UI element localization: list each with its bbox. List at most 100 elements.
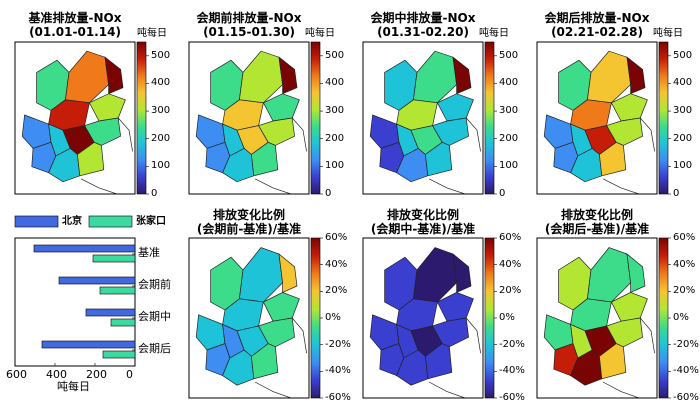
coastline <box>291 317 307 354</box>
map-region <box>369 314 400 351</box>
coastline <box>291 117 307 152</box>
bar-x-tick-label: 600 <box>6 368 27 381</box>
panel-7-title-line2: (会期后-基准)/基准 <box>544 222 650 236</box>
map-frame <box>536 41 658 195</box>
map-region <box>104 56 124 95</box>
colorbar-tick-label: -20% <box>499 338 525 350</box>
colorbar-tick-label: 100 <box>499 160 519 172</box>
province-boundary <box>254 178 292 194</box>
colorbar-6 <box>484 237 495 399</box>
coastline <box>639 117 655 152</box>
colorbar-tick-label: 500 <box>499 49 519 61</box>
legend-label-zhangjiakou: 张家口 <box>136 216 166 227</box>
map-region <box>65 50 109 104</box>
coastline <box>639 317 655 354</box>
colorbar-tick-label: 100 <box>325 160 345 172</box>
legend-swatch-zhangjiakou <box>88 215 133 228</box>
panel-6-title-line2: (会期中-基准)/基准 <box>370 222 476 236</box>
bar-category-label: 会期前 <box>138 278 171 291</box>
colorbar-tick-label: 40% <box>325 258 348 270</box>
colorbar-tick-label: 0% <box>673 312 689 323</box>
map-region <box>195 114 226 149</box>
province-boundary <box>80 178 118 194</box>
bar-category-label: 基准 <box>138 246 160 259</box>
colorbar-tick-label: 500 <box>673 49 693 61</box>
legend-swatch-beijing <box>14 215 59 228</box>
map-panel-4 <box>543 50 655 194</box>
map-frame <box>188 41 310 195</box>
map-region <box>77 141 105 177</box>
bar-x-tick-label: 400 <box>46 368 67 381</box>
map-region <box>21 114 52 149</box>
map-region <box>452 253 472 293</box>
panel-1-unit: 吨每日 <box>137 28 167 39</box>
colorbar-tick-label: -40% <box>499 365 525 377</box>
panel-1-title: 基准排放量-NOx (01.01-01.14) <box>15 11 135 39</box>
colorbar-7 <box>658 237 669 399</box>
panel-5-title-line2: (会期前-基准)/基准 <box>196 222 302 236</box>
map-region <box>278 56 298 95</box>
map-region <box>262 292 300 322</box>
panel-4-unit: 吨每日 <box>653 28 683 39</box>
colorbar-tick-label: 0 <box>499 188 506 199</box>
map-frame <box>362 41 484 195</box>
panel-3-title-line1: 会期中排放量-NOx <box>370 11 476 25</box>
map-region <box>626 253 646 293</box>
colorbar-tick-label: 60% <box>499 232 522 243</box>
province-boundary <box>602 381 640 398</box>
colorbar-tick-label: -20% <box>673 338 699 350</box>
map-panel-6 <box>369 247 481 398</box>
colorbar-tick-label: 100 <box>673 160 693 172</box>
colorbar-tick-label: 500 <box>325 49 345 61</box>
bar-beijing <box>85 308 136 317</box>
colorbar-tick-label: 200 <box>151 132 171 144</box>
colorbar-tick-label: -60% <box>499 392 525 403</box>
colorbar-tick-label: -40% <box>673 365 699 377</box>
map-region <box>599 141 627 177</box>
map-panel-7 <box>543 247 655 398</box>
colorbar-tick-label: 100 <box>151 160 171 172</box>
panel-2-unit: 吨每日 <box>305 28 335 39</box>
colorbar-1 <box>136 41 147 195</box>
colorbar-tick-label: 40% <box>673 258 696 270</box>
colorbar-tick-label: 20% <box>325 285 348 297</box>
colorbar-tick-label: 400 <box>325 77 345 89</box>
map-region <box>88 93 126 122</box>
map-region <box>626 56 646 95</box>
map-region <box>278 253 298 293</box>
bar-x-axis-label: 吨每日 <box>57 380 90 393</box>
bar-beijing <box>58 276 136 285</box>
map-region <box>413 247 457 303</box>
map-region <box>587 50 631 104</box>
panel-1-title-line1: 基准排放量-NOx <box>28 11 122 25</box>
colorbar-tick-label: 20% <box>673 285 696 297</box>
bar-category-label: 会期后 <box>138 342 171 355</box>
panel-5-title: 排放变化比例 (会期前-基准)/基准 <box>179 208 319 236</box>
map-frame <box>536 237 658 399</box>
colorbar-tick-label: 200 <box>499 132 519 144</box>
map-region <box>413 50 457 104</box>
panel-2-title: 会期前排放量-NOx (01.15-01.30) <box>189 11 309 39</box>
panel-7-title: 排放变化比例 (会期后-基准)/基准 <box>527 208 667 236</box>
colorbar-tick-label: 400 <box>499 77 519 89</box>
colorbar-2 <box>310 41 321 195</box>
map-region <box>543 114 574 149</box>
map-region <box>262 93 300 122</box>
panel-3-title: 会期中排放量-NOx (01.31-02.20) <box>363 11 483 39</box>
panel-7-title-line1: 排放变化比例 <box>560 208 633 222</box>
colorbar-3 <box>484 41 495 195</box>
province-boundary <box>254 381 292 398</box>
panel-4-title: 会期后排放量-NOx (02.21-02.28) <box>537 11 657 39</box>
province-boundary <box>428 178 466 194</box>
panel-4-title-line2: (02.21-02.28) <box>551 25 643 39</box>
province-boundary <box>428 381 466 398</box>
province-boundary <box>602 178 640 194</box>
map-region <box>195 314 226 351</box>
map-region <box>610 93 648 122</box>
coastline <box>465 117 481 152</box>
panel-6-title: 排放变化比例 (会期中-基准)/基准 <box>353 208 493 236</box>
colorbar-tick-label: 300 <box>673 105 693 117</box>
colorbar-tick-label: 300 <box>499 105 519 117</box>
colorbar-tick-label: -60% <box>325 392 351 403</box>
